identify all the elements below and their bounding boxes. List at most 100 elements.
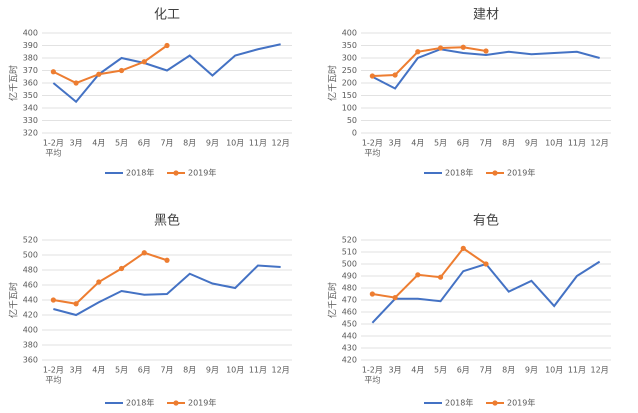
x-tick-label: 12月 [272, 139, 290, 148]
x-tick-label: 8月 [502, 139, 515, 148]
y-tick-label: 360 [23, 79, 38, 88]
x-tick-label: 9月 [525, 366, 538, 375]
y-tick-label: 480 [23, 266, 38, 275]
x-tick-label: 平均 [45, 375, 61, 385]
legend-marker [173, 170, 179, 176]
y-axis-label: 亿千瓦时 [327, 65, 339, 101]
point [415, 49, 421, 55]
y-tick-label: 370 [23, 66, 38, 75]
x-tick-label: 10月 [226, 139, 244, 148]
x-tick-label: 6月 [138, 366, 151, 375]
x-tick-label: 9月 [206, 139, 219, 148]
point [483, 261, 489, 267]
x-tick-label: 10月 [545, 139, 563, 148]
point [50, 69, 56, 75]
y-tick-label: 340 [23, 104, 38, 113]
point [118, 265, 125, 272]
x-tick-label: 平均 [364, 375, 380, 385]
x-tick-label: 11月 [568, 366, 586, 375]
point [415, 272, 421, 278]
x-tick-label: 8月 [183, 139, 196, 148]
point [141, 250, 147, 256]
legend-label: 2018年 [445, 398, 473, 408]
point [96, 279, 102, 285]
x-tick-label: 1-2月 [43, 139, 64, 148]
y-tick-label: 400 [23, 326, 38, 335]
legend-marker [492, 400, 498, 406]
x-tick-label: 平均 [45, 148, 61, 158]
chart-title: 黑色 [154, 213, 180, 229]
x-tick-label: 7月 [479, 139, 492, 148]
point [369, 291, 375, 297]
y-tick-label: 480 [342, 284, 357, 293]
y-tick-label: 500 [23, 251, 38, 260]
series-line [371, 48, 600, 90]
legend-label: 2018年 [126, 398, 154, 408]
point [164, 257, 170, 263]
legend-label: 2018年 [126, 168, 154, 178]
y-tick-label: 300 [342, 54, 357, 63]
x-tick-label: 3月 [70, 366, 83, 375]
y-tick-label: 440 [342, 332, 357, 341]
y-axis-label: 亿千瓦时 [327, 282, 339, 318]
x-tick-label: 12月 [591, 366, 609, 375]
legend-label: 2019年 [507, 168, 535, 178]
point [460, 44, 466, 50]
point [141, 59, 147, 65]
y-tick-label: 380 [23, 341, 38, 350]
point [164, 42, 170, 49]
chart-title: 建材 [473, 8, 499, 23]
x-tick-label: 1-2月 [362, 139, 383, 148]
point [460, 245, 466, 251]
series-line [52, 43, 281, 104]
point [73, 80, 79, 86]
series-line [52, 44, 168, 85]
y-tick-label: 490 [342, 272, 357, 281]
point [96, 71, 102, 77]
y-tick-label: 330 [23, 116, 38, 125]
y-tick-label: 510 [342, 248, 357, 257]
point [392, 72, 398, 78]
point [437, 274, 444, 280]
x-tick-label: 平均 [364, 148, 380, 158]
x-tick-label: 7月 [160, 139, 173, 148]
point [437, 45, 444, 51]
y-tick-label: 520 [342, 236, 357, 245]
y-tick-label: 420 [23, 311, 38, 320]
series-line [53, 251, 168, 305]
x-tick-label: 4月 [92, 139, 105, 148]
x-tick-label: 4月 [92, 366, 105, 375]
legend-label: 2019年 [188, 168, 216, 178]
x-tick-label: 7月 [479, 366, 492, 375]
y-tick-label: 460 [342, 308, 357, 317]
x-tick-label: 8月 [502, 366, 515, 375]
x-tick-label: 6月 [457, 139, 470, 148]
x-tick-label: 6月 [457, 366, 470, 375]
y-tick-label: 430 [342, 344, 357, 353]
series-line [372, 46, 487, 77]
point [50, 297, 56, 303]
y-tick-label: 460 [23, 281, 38, 290]
x-tick-label: 3月 [389, 139, 402, 148]
x-tick-label: 11月 [249, 366, 267, 375]
y-tick-label: 390 [23, 41, 38, 50]
legend-label: 2019年 [188, 398, 216, 408]
x-tick-label: 7月 [160, 366, 173, 375]
x-tick-label: 6月 [138, 139, 151, 148]
y-tick-label: 520 [23, 236, 38, 245]
x-tick-label: 11月 [249, 139, 267, 148]
y-tick-label: 400 [23, 29, 38, 38]
x-tick-label: 9月 [525, 139, 538, 148]
y-tick-label: 500 [342, 260, 357, 269]
point [392, 295, 398, 301]
x-tick-label: 10月 [226, 366, 244, 375]
series-line [372, 247, 487, 299]
x-tick-label: 11月 [568, 139, 586, 148]
legend-label: 2018年 [445, 168, 473, 178]
x-tick-label: 5月 [434, 366, 447, 375]
point [118, 67, 125, 74]
